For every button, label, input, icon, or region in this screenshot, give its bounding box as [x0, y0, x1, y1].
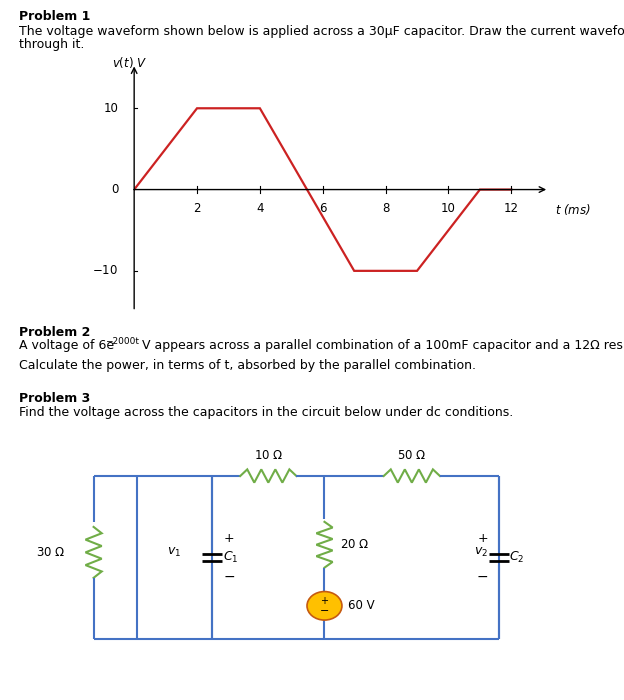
Text: $v(t)$ V: $v(t)$ V: [112, 55, 147, 71]
Text: Find the voltage across the capacitors in the circuit below under dc conditions.: Find the voltage across the capacitors i…: [19, 406, 513, 419]
Text: −: −: [319, 606, 329, 616]
Text: 12: 12: [504, 202, 519, 215]
Text: $v_2$: $v_2$: [474, 546, 488, 559]
Text: +: +: [477, 531, 488, 545]
Text: Problem 2: Problem 2: [19, 326, 90, 339]
Text: 30 $\Omega$: 30 $\Omega$: [36, 546, 66, 559]
Text: +: +: [321, 596, 328, 605]
Text: $C_2$: $C_2$: [509, 550, 524, 565]
Text: Problem 3: Problem 3: [19, 392, 90, 405]
Text: 60 V: 60 V: [348, 599, 375, 612]
Text: 20 $\Omega$: 20 $\Omega$: [340, 538, 369, 551]
Text: 50 $\Omega$: 50 $\Omega$: [397, 449, 426, 462]
Text: The voltage waveform shown below is applied across a 30μF capacitor. Draw the cu: The voltage waveform shown below is appl…: [19, 25, 624, 38]
Text: +: +: [223, 531, 234, 545]
Text: $-$10: $-$10: [92, 265, 119, 277]
Text: Problem 1: Problem 1: [19, 10, 90, 24]
Text: 10: 10: [441, 202, 456, 215]
Text: $v_1$: $v_1$: [167, 546, 181, 559]
Text: through it.: through it.: [19, 38, 84, 51]
Text: −: −: [476, 570, 488, 584]
Circle shape: [307, 592, 342, 620]
Text: 10 $\Omega$: 10 $\Omega$: [254, 449, 283, 462]
Text: −2000t: −2000t: [105, 337, 139, 346]
Text: 0: 0: [111, 183, 119, 196]
Text: $t$ (ms): $t$ (ms): [555, 202, 591, 217]
Text: V appears across a parallel combination of a 100mF capacitor and a 12Ω resistor.: V appears across a parallel combination …: [142, 340, 624, 353]
Text: 6: 6: [319, 202, 326, 215]
Text: 8: 8: [382, 202, 389, 215]
Text: 10: 10: [104, 102, 119, 115]
Text: Calculate the power, in terms of t, absorbed by the parallel combination.: Calculate the power, in terms of t, abso…: [19, 359, 475, 372]
Text: 4: 4: [256, 202, 263, 215]
Text: −: −: [223, 570, 235, 584]
Text: 2: 2: [193, 202, 201, 215]
Text: $C_1$: $C_1$: [223, 550, 239, 565]
Text: A voltage of 6e: A voltage of 6e: [19, 340, 114, 353]
